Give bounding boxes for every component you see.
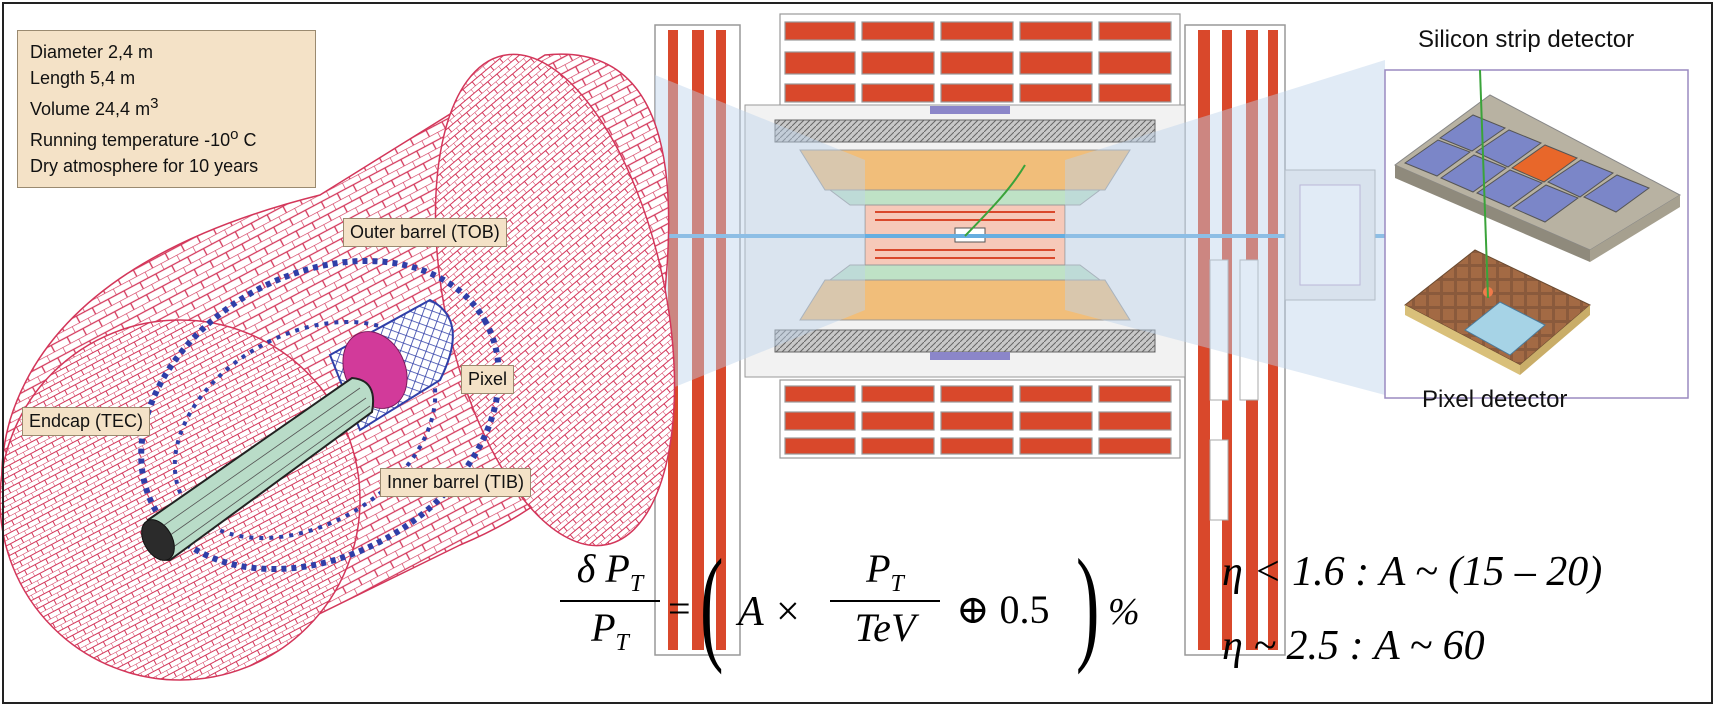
label-inner-barrel: Inner barrel (TIB) <box>380 468 532 497</box>
formula-rhs-den: TeV <box>854 605 916 650</box>
formula-lhs-fraction: δ PT PT <box>560 545 660 657</box>
formula-a-times: A × <box>738 589 802 635</box>
label-endcap: Endcap (TEC) <box>22 407 151 436</box>
cms-cross-section <box>600 13 1385 656</box>
formula-rhs-num: P <box>866 546 891 591</box>
pixel-detector-heading: Pixel detector <box>1422 386 1568 413</box>
spec-length: Length 5,4 m <box>30 68 136 88</box>
formula-right-paren: ) <box>1076 533 1100 675</box>
spec-volume: Volume 24,4 m3 <box>30 95 159 119</box>
eta-line-2: η ~ 2.5 : A ~ 60 <box>1222 623 1485 669</box>
formula-percent: % <box>1108 591 1140 633</box>
label-outer-barrel: Outer barrel (TOB) <box>343 218 507 247</box>
formula-equals: = <box>668 586 691 631</box>
label-pixel: Pixel <box>461 365 515 394</box>
eta-line-1: η < 1.6 : A ~ (15 – 20) <box>1222 549 1603 595</box>
tracker-specs-box: Diameter 2,4 m Length 5,4 m Volume 24,4 … <box>17 30 316 188</box>
formula-oplus: ⊕ 0.5 <box>956 587 1050 632</box>
projection-wedge-left <box>655 75 865 395</box>
detector-inset <box>1384 69 1689 399</box>
formula-left-paren: ( <box>700 533 724 675</box>
spec-diameter: Diameter 2,4 m <box>30 42 154 62</box>
formula-rhs-fraction: PT TeV <box>830 545 940 651</box>
formula-lhs-den: P <box>591 605 616 650</box>
silicon-strip-heading: Silicon strip detector <box>1418 26 1635 53</box>
projection-wedge-right <box>1065 60 1385 395</box>
formula-lhs-num: δ P <box>576 546 630 591</box>
spec-temperature: Running temperature -10o C <box>30 126 257 150</box>
spec-atmosphere: Dry atmosphere for 10 years <box>30 156 259 176</box>
